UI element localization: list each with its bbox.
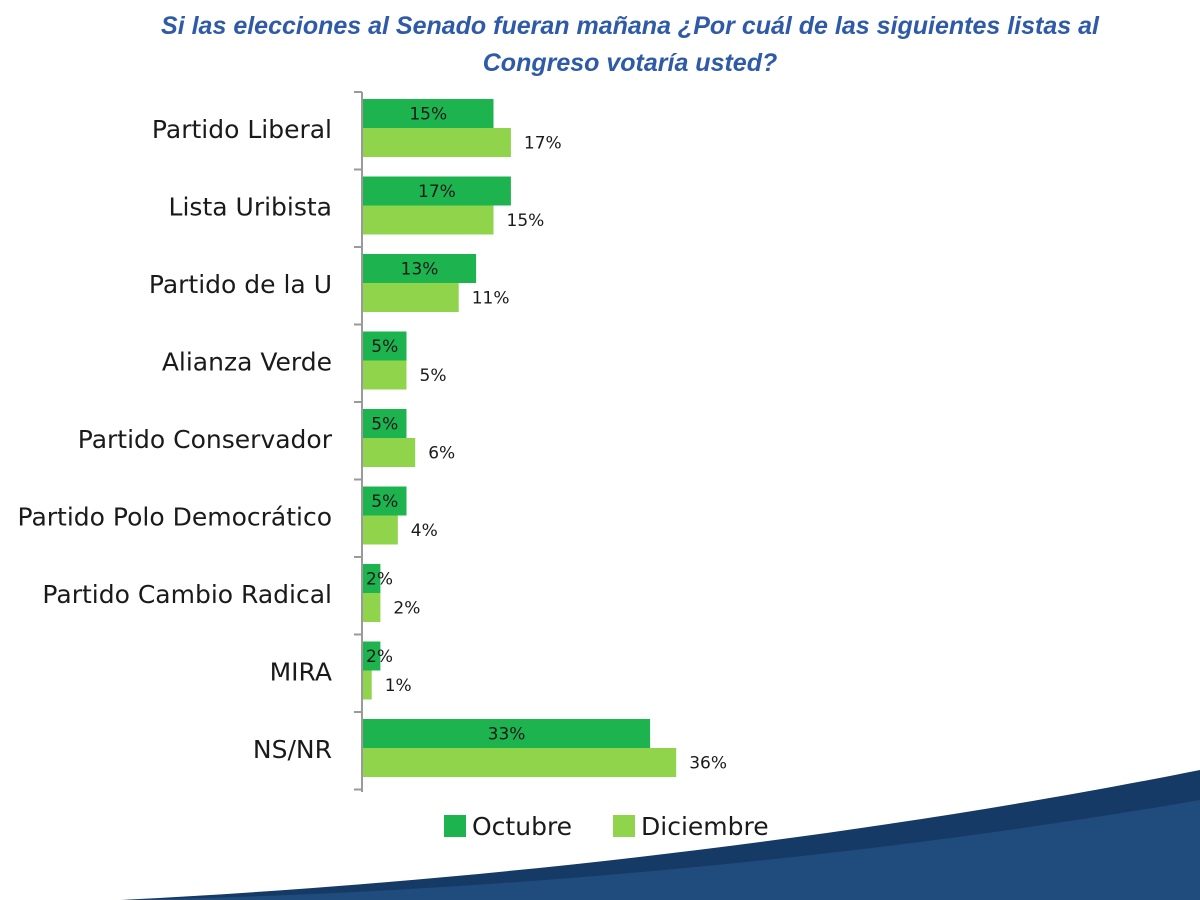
- data-label: 17%: [418, 182, 456, 202]
- data-label: 2%: [366, 647, 393, 667]
- data-label: 13%: [401, 260, 439, 280]
- bar-diciembre: [363, 205, 494, 235]
- data-label: 1%: [385, 676, 412, 696]
- bar-diciembre: [363, 438, 416, 467]
- category-label: Alianza Verde: [162, 348, 332, 377]
- category-label: Partido Conservador: [78, 425, 333, 454]
- legend-swatch: [613, 815, 635, 837]
- chart-axis: [354, 91, 363, 792]
- chart-title-line-2: Congreso votaría usted?: [482, 49, 778, 77]
- data-label: 5%: [371, 415, 398, 435]
- bar-diciembre: [363, 283, 459, 312]
- category-label: Partido de la U: [149, 270, 332, 299]
- data-label: 5%: [420, 366, 447, 386]
- data-label: 15%: [409, 105, 447, 125]
- bar-diciembre: [363, 128, 511, 157]
- chart-bars: [363, 99, 677, 777]
- chart-labels: Partido Liberal 15% 17% Lista Uribista 17% 15…: [18, 105, 727, 774]
- category-label: Lista Uribista: [169, 193, 332, 222]
- data-label: 11%: [472, 289, 510, 309]
- bar-diciembre: [363, 593, 381, 622]
- legend-label: Octubre: [472, 812, 572, 841]
- chart-title: Si las elecciones al Senado fueran mañan…: [30, 8, 1200, 82]
- data-label: 4%: [411, 521, 438, 541]
- bar-octubre: [363, 641, 381, 671]
- data-label: 17%: [524, 134, 562, 154]
- data-label: 2%: [393, 599, 420, 619]
- bar-octubre: [363, 486, 407, 516]
- data-label: 2%: [366, 570, 393, 590]
- data-label: 33%: [488, 725, 526, 745]
- legend-label: Diciembre: [641, 812, 769, 841]
- chart-legend: Octubre Diciembre: [444, 812, 769, 841]
- bar-octubre: [363, 176, 511, 206]
- wave-highlight: [120, 800, 1200, 900]
- bar-diciembre: [363, 670, 372, 700]
- data-label: 5%: [371, 337, 398, 357]
- data-label: 5%: [371, 492, 398, 512]
- chart-title-line-1: Si las elecciones al Senado fueran mañan…: [161, 12, 1099, 40]
- bar-diciembre: [363, 515, 398, 545]
- category-label: Partido Polo Democrático: [18, 503, 333, 532]
- bar-octubre: [363, 99, 494, 128]
- category-label: MIRA: [270, 658, 332, 687]
- data-label: 6%: [428, 444, 455, 464]
- category-label: NS/NR: [253, 735, 332, 764]
- bar-octubre: [363, 409, 407, 438]
- category-label: Partido Liberal: [152, 115, 332, 144]
- bar-octubre: [363, 331, 407, 361]
- decorative-wave-band: [120, 770, 1200, 900]
- legend-swatch: [444, 815, 466, 837]
- bar-diciembre: [363, 748, 677, 777]
- bar-octubre: [363, 564, 381, 593]
- bar-octubre: [363, 719, 651, 748]
- category-label: Partido Cambio Radical: [42, 580, 332, 609]
- data-label: 36%: [689, 754, 727, 774]
- bar-octubre: [363, 254, 477, 283]
- data-label: 15%: [507, 211, 545, 231]
- bar-diciembre: [363, 360, 407, 390]
